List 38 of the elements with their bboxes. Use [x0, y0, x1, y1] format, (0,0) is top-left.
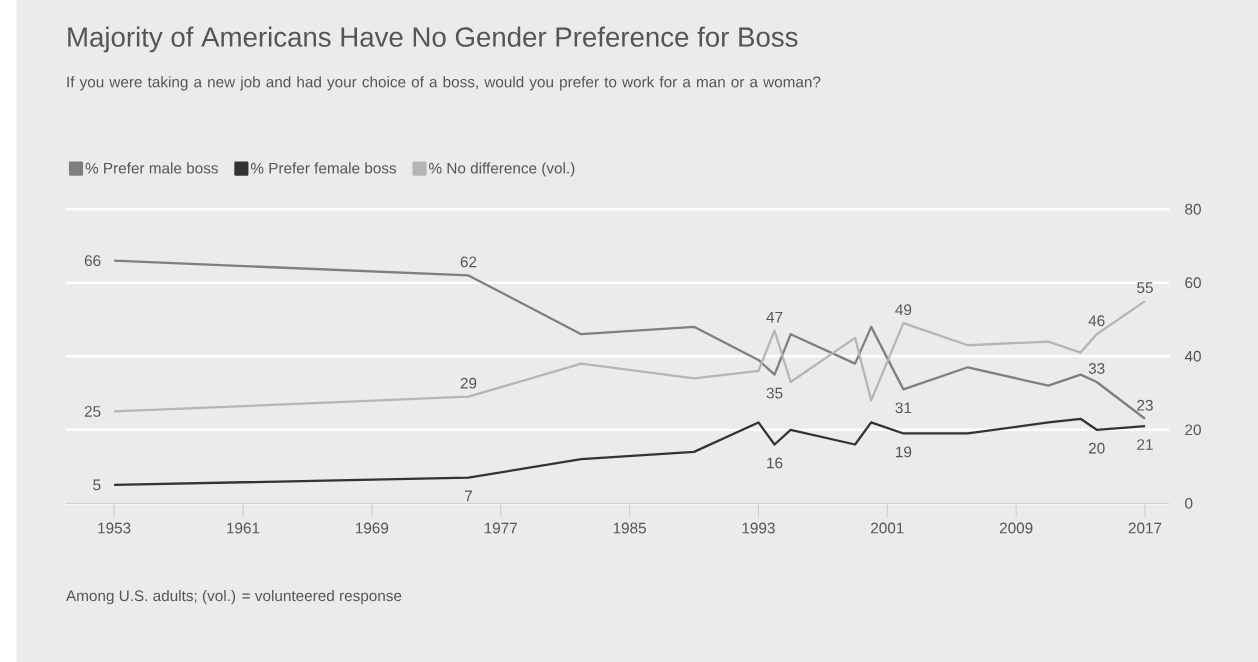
data-label: 46 — [1088, 315, 1105, 327]
chart-title: Majority of Americans Have No Gender Preference for Boss — [68, 26, 798, 53]
x-tick-label: 1953 — [98, 522, 131, 534]
x-tick-label: 2009 — [999, 522, 1033, 534]
data-label: 19 — [896, 446, 912, 458]
x-tick-label: 1969 — [355, 522, 389, 534]
x-tick-label: 1977 — [484, 522, 517, 534]
data-label: 31 — [895, 402, 912, 414]
data-label: 55 — [1137, 282, 1153, 293]
data-label: 47 — [766, 311, 783, 323]
data-label: 66 — [84, 255, 101, 266]
legend-label: % No difference (vol.) — [429, 162, 575, 177]
x-tick-label: 2001 — [871, 522, 904, 534]
data-label: 21 — [1137, 439, 1153, 450]
legend-label: % Prefer male boss — [85, 162, 218, 174]
x-tick-label: 1985 — [613, 522, 646, 534]
data-label: 5 — [93, 479, 101, 491]
y-tick-label: 40 — [1184, 350, 1201, 362]
data-label: 29 — [460, 377, 477, 389]
text: Among U.S. adults; (vol.) = volunteered response — [66, 589, 402, 605]
data-label: 62 — [460, 256, 477, 268]
data-label: 16 — [767, 457, 783, 469]
y-tick-label: 20 — [1185, 424, 1201, 436]
y-tick-label: 80 — [1185, 203, 1201, 215]
data-label: 35 — [766, 387, 783, 399]
data-label: 7 — [465, 490, 472, 502]
x-tick-label: 2017 — [1128, 522, 1162, 534]
y-tick-label: 0 — [1185, 497, 1193, 509]
y-tick-label: 60 — [1185, 277, 1201, 289]
x-tick-label: 1993 — [742, 522, 775, 534]
chart-subtitle: If you were taking a new job and had your choice of a boss, would you prefer to work for a man or a woman? — [67, 76, 821, 91]
legend-label: % Prefer female boss — [250, 162, 397, 174]
data-label: 23 — [1137, 399, 1153, 411]
data-label: 33 — [1088, 362, 1105, 374]
x-tick-label: 1961 — [227, 522, 260, 534]
data-label: 25 — [84, 405, 101, 417]
data-label: 49 — [895, 304, 912, 315]
data-label: 20 — [1088, 442, 1105, 454]
